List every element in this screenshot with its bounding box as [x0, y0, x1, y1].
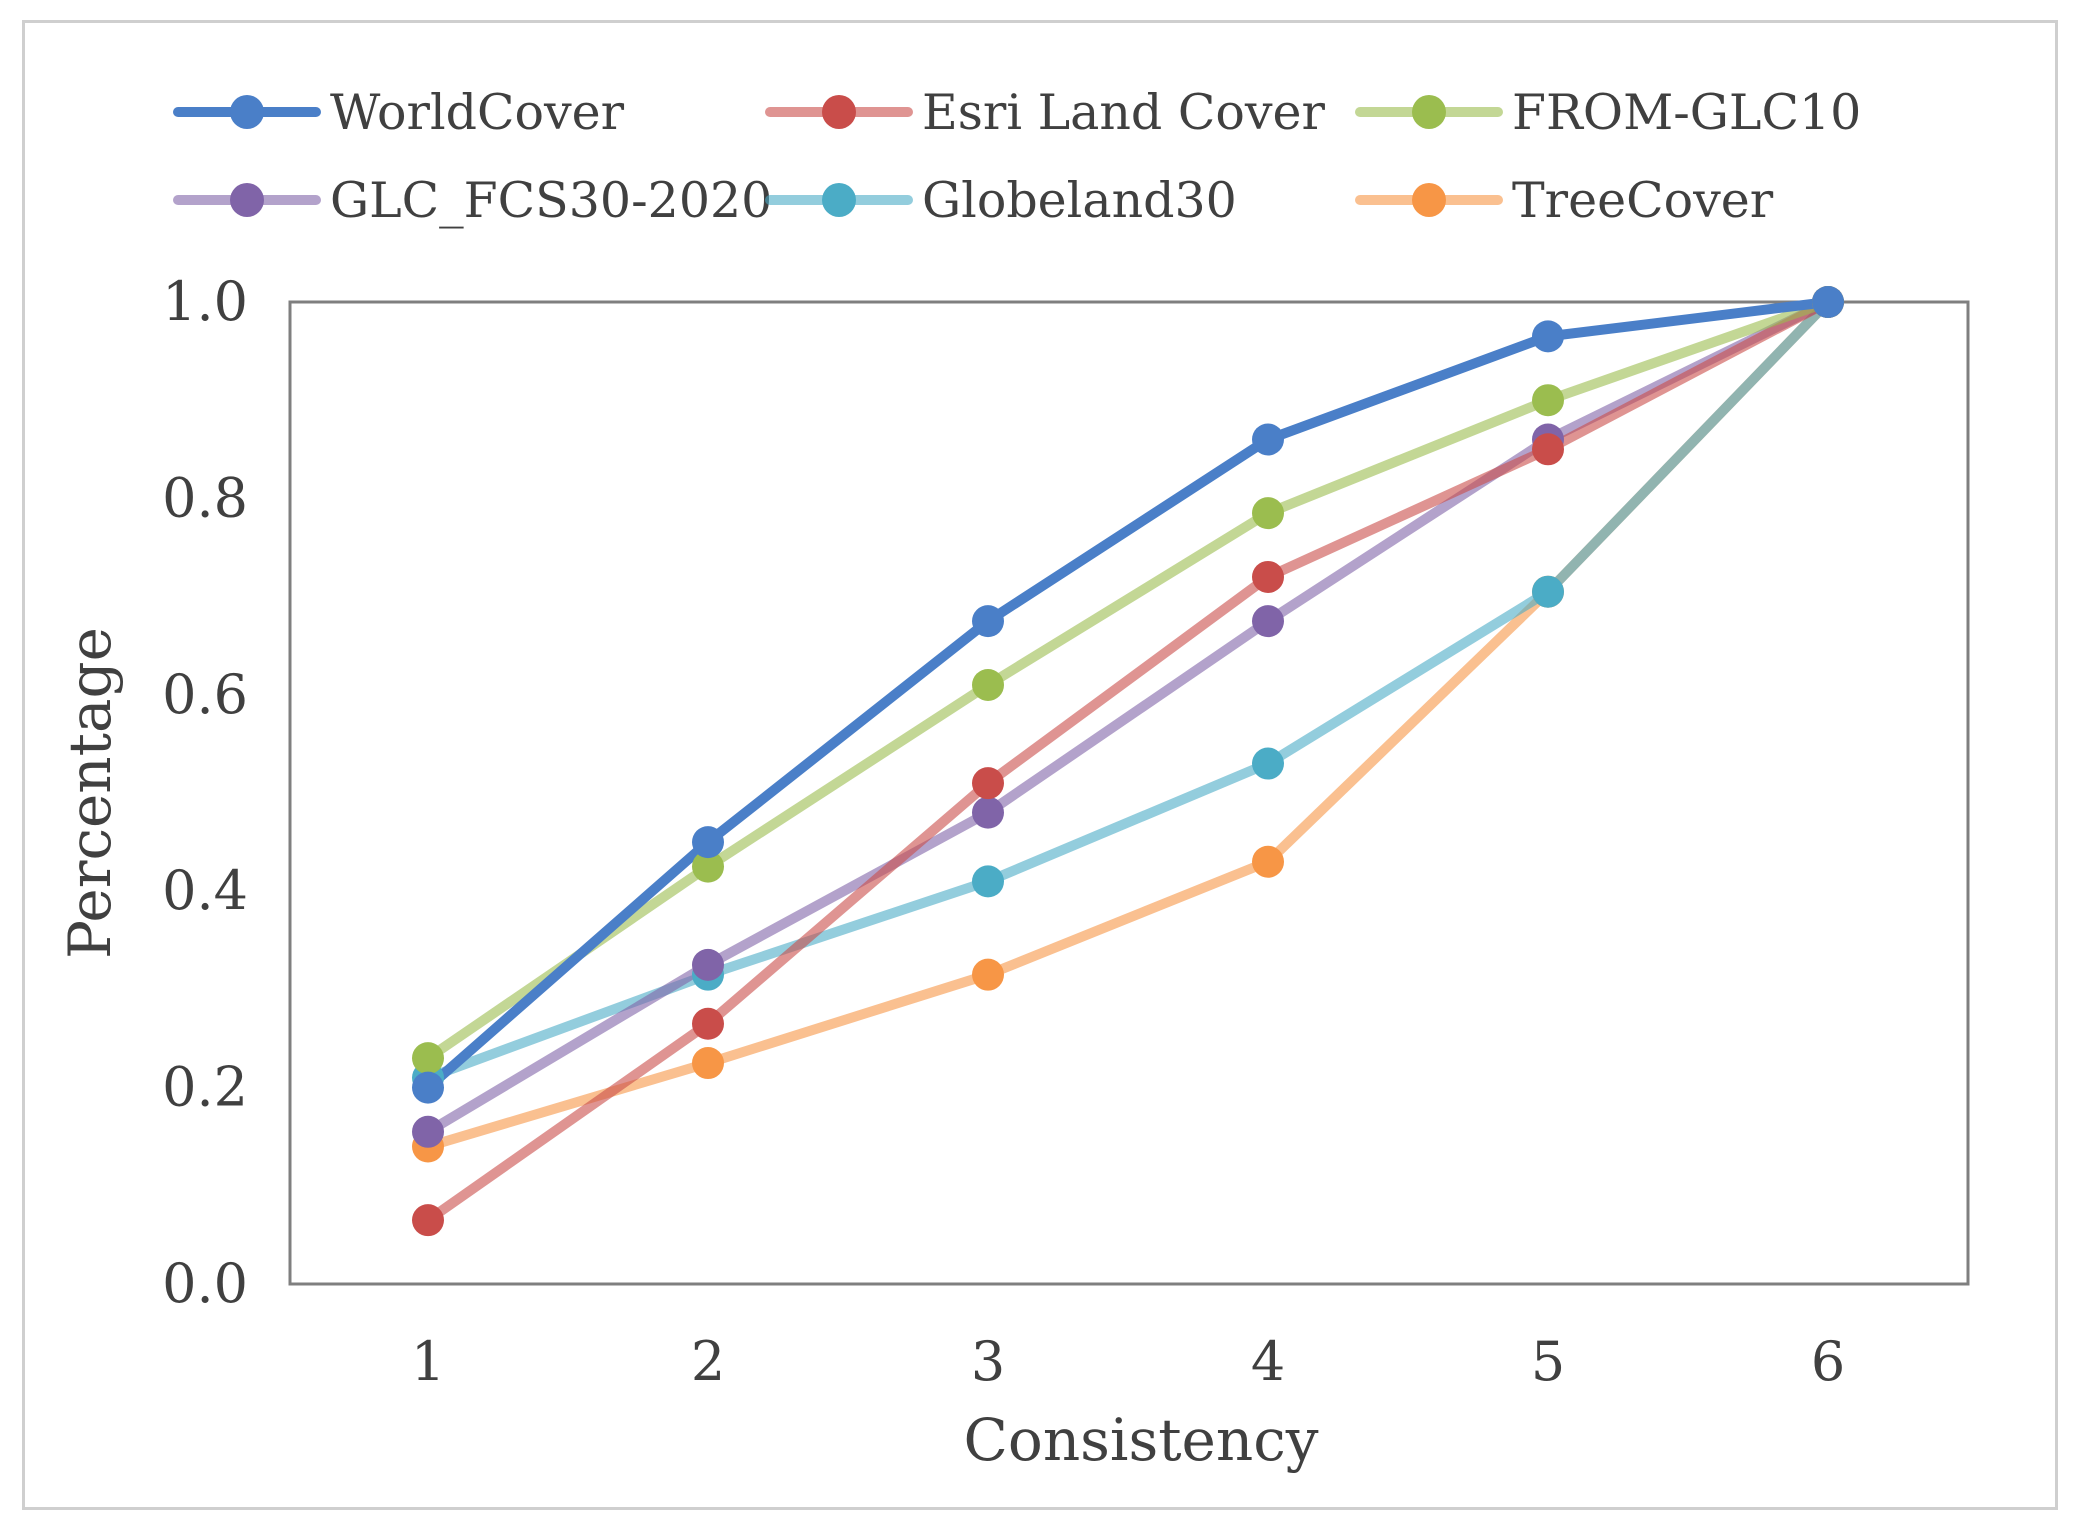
y-tick-label: 0.8 — [162, 466, 248, 529]
series-markers — [412, 286, 1844, 1237]
data-point-treecover — [692, 1047, 724, 1080]
y-tick-label: 1.0 — [162, 270, 248, 333]
x-axis-ticks: 1 2 3 4 5 6 — [411, 1330, 1845, 1393]
data-point-esri-land-cover — [412, 1204, 444, 1237]
x-tick-label: 1 — [411, 1330, 445, 1393]
data-point-glc-fcs30-2020 — [1252, 605, 1284, 638]
data-point-worldcover — [692, 826, 724, 859]
data-point-worldcover — [1252, 423, 1284, 456]
legend-label: GLC_FCS30-2020 — [330, 172, 772, 229]
legend-item-globeland30: Globeland30 — [765, 172, 1237, 229]
y-axis-title: Percentage — [56, 627, 124, 959]
legend: WorldCover Esri Land Cover FROM-GLC10 GLC_F… — [173, 84, 1861, 229]
legend-marker — [822, 183, 856, 217]
x-tick-label: 4 — [1251, 1330, 1285, 1393]
data-point-treecover — [1252, 845, 1284, 878]
legend-marker — [1412, 95, 1446, 129]
legend-item-glc-fcs30-2020: GLC_FCS30-2020 — [173, 172, 772, 229]
series-line-from-glc10 — [423, 297, 1833, 1064]
data-point-esri-land-cover — [1252, 560, 1284, 593]
series-line-esri-land-cover — [423, 297, 1833, 1226]
data-point-worldcover — [412, 1071, 444, 1104]
legend-marker — [230, 183, 264, 217]
legend-label: FROM-GLC10 — [1512, 84, 1861, 141]
data-point-esri-land-cover — [1532, 433, 1564, 466]
y-axis-ticks: 0.0 0.2 0.4 0.6 0.8 1.0 — [162, 270, 248, 1315]
series-lines — [423, 297, 1833, 1226]
data-point-glc-fcs30-2020 — [412, 1115, 444, 1148]
legend-item-worldcover: WorldCover — [173, 84, 625, 141]
data-point-from-glc10 — [1532, 384, 1564, 417]
data-point-worldcover — [972, 605, 1004, 638]
data-point-from-glc10 — [1252, 497, 1284, 530]
legend-label: Globeland30 — [922, 172, 1237, 229]
legend-marker — [230, 95, 264, 129]
chart-frame — [22, 20, 2058, 1510]
legend-marker — [1412, 183, 1446, 217]
series-line-treecover — [423, 297, 1833, 1152]
legend-item-treecover: TreeCover — [1355, 172, 1774, 229]
legend-item-esri-land-cover: Esri Land Cover — [765, 84, 1326, 141]
legend-marker — [822, 95, 856, 129]
data-point-globeland30 — [1252, 747, 1284, 780]
legend-label: Esri Land Cover — [922, 84, 1326, 141]
series-line-worldcover — [423, 297, 1833, 1093]
series-line-glc-fcs30-2020 — [423, 297, 1833, 1137]
data-point-treecover — [972, 958, 1004, 991]
legend-label: WorldCover — [330, 84, 625, 141]
y-tick-label: 0.6 — [162, 663, 248, 726]
data-point-from-glc10 — [972, 668, 1004, 701]
legend-label: TreeCover — [1512, 172, 1774, 229]
data-point-glc-fcs30-2020 — [692, 948, 724, 981]
y-tick-label: 0.4 — [162, 859, 248, 922]
x-tick-label: 2 — [691, 1330, 725, 1393]
x-tick-label: 3 — [971, 1330, 1005, 1393]
x-tick-label: 5 — [1531, 1330, 1565, 1393]
y-tick-label: 0.0 — [162, 1252, 248, 1315]
plot-area — [288, 300, 1970, 1286]
data-point-esri-land-cover — [692, 1007, 724, 1040]
data-point-from-glc10 — [412, 1042, 444, 1075]
y-tick-label: 0.2 — [162, 1056, 248, 1119]
data-point-esri-land-cover — [972, 767, 1004, 800]
x-axis-title: Consistency — [964, 1406, 1319, 1474]
x-tick-label: 6 — [1811, 1330, 1845, 1393]
legend-item-from-glc10: FROM-GLC10 — [1355, 84, 1861, 141]
series-line-globeland30 — [423, 297, 1833, 1083]
data-point-worldcover — [1812, 286, 1844, 318]
data-point-from-glc10 — [692, 850, 724, 883]
data-point-glc-fcs30-2020 — [972, 796, 1004, 829]
data-point-worldcover — [1532, 320, 1564, 353]
data-point-globeland30 — [1532, 575, 1564, 608]
data-point-globeland30 — [972, 865, 1004, 898]
